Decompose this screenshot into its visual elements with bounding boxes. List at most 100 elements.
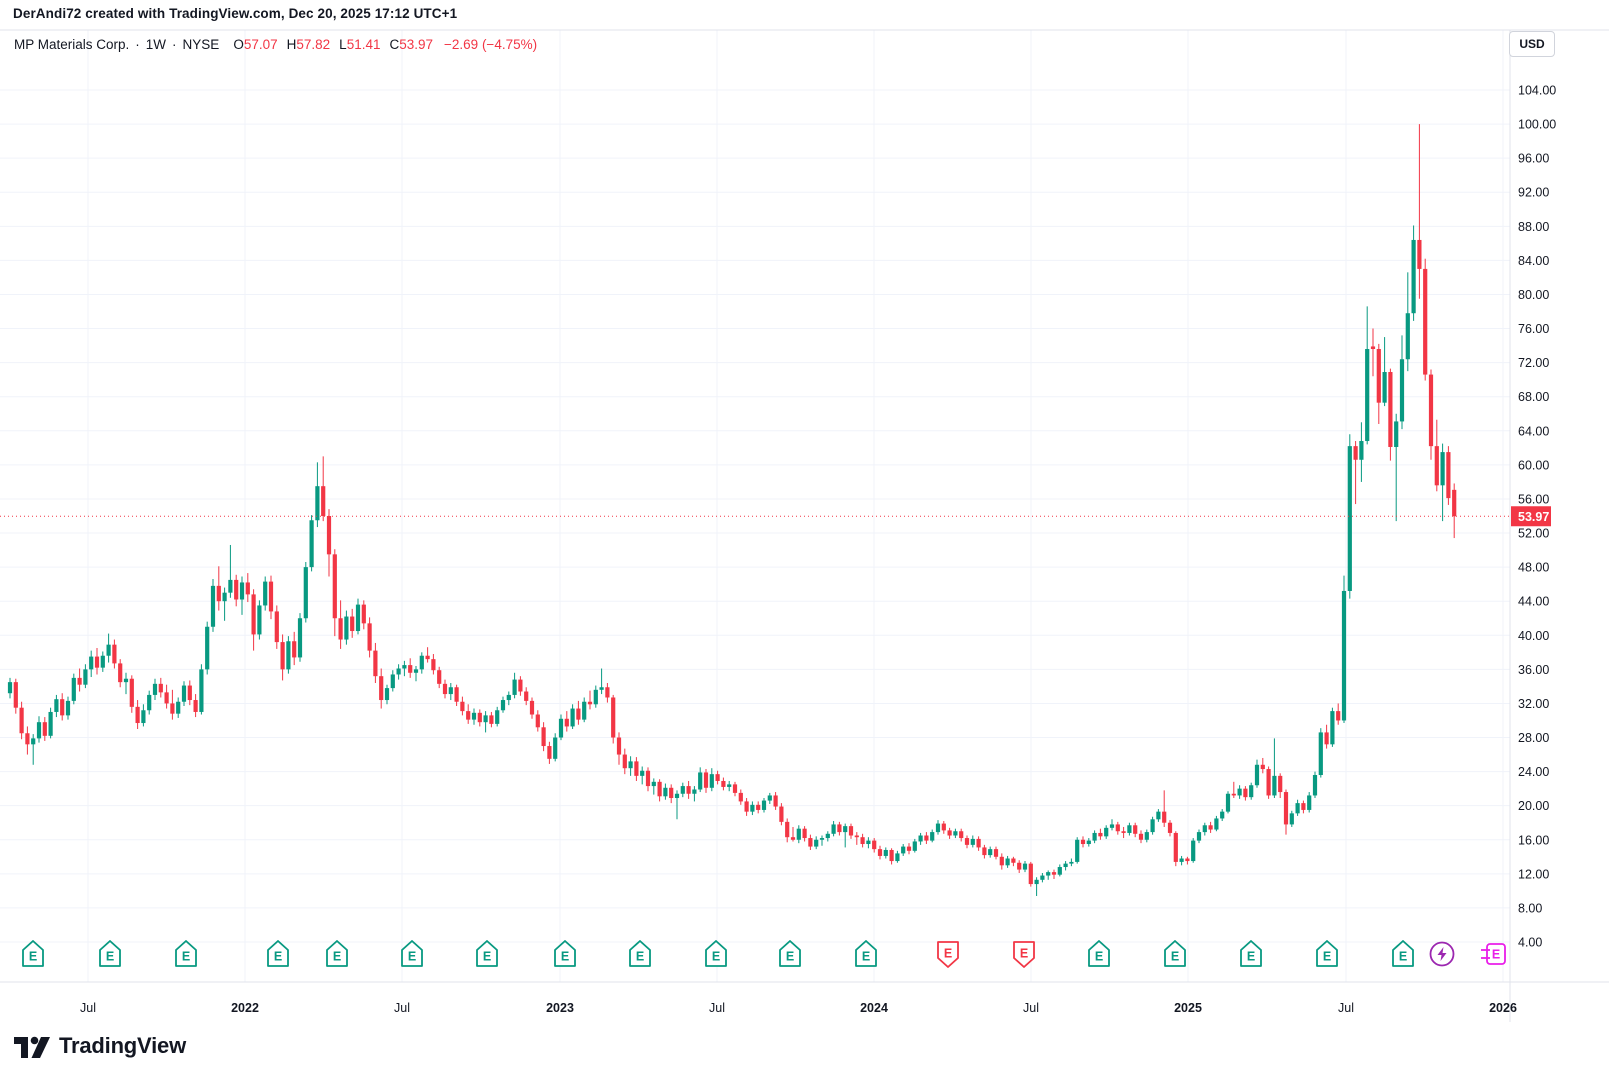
candle-body xyxy=(77,677,82,685)
earnings-marker-up[interactable]: E xyxy=(855,940,877,967)
candle-body xyxy=(831,824,836,834)
time-axis-label: 2022 xyxy=(231,1001,259,1015)
earnings-marker-up[interactable]: E xyxy=(779,940,801,967)
price-axis-label: 44.00 xyxy=(1518,595,1549,609)
earnings-marker-up[interactable]: E xyxy=(1240,940,1262,967)
earnings-marker-up[interactable]: E xyxy=(401,940,423,967)
price-axis-label: 88.00 xyxy=(1518,220,1549,234)
earnings-marker-up[interactable]: E xyxy=(175,940,197,967)
low-label: L xyxy=(339,37,347,52)
candle-body xyxy=(25,733,30,745)
earnings-marker-estimate[interactable]: E xyxy=(1481,943,1506,965)
candle-body xyxy=(42,722,47,736)
candle-body xyxy=(321,486,326,516)
earnings-marker-upcoming[interactable] xyxy=(1429,941,1455,967)
candle-body xyxy=(889,849,894,862)
currency-button[interactable]: USD xyxy=(1509,31,1555,57)
candle-body xyxy=(1365,349,1370,442)
candle-body xyxy=(877,849,883,856)
earnings-marker-up[interactable]: E xyxy=(554,940,576,967)
candles-layer[interactable] xyxy=(7,124,1457,896)
candle-body xyxy=(106,644,111,656)
candle-body xyxy=(448,687,453,695)
candle-body xyxy=(408,665,413,673)
candle-body xyxy=(895,853,900,862)
earnings-marker-down[interactable]: E xyxy=(1013,941,1035,968)
earnings-marker-down[interactable]: E xyxy=(937,941,959,968)
earnings-marker-up[interactable]: E xyxy=(22,940,44,967)
candle-body xyxy=(1109,824,1115,828)
candle-body xyxy=(83,669,88,685)
candle-body xyxy=(234,579,239,600)
earnings-marker-up[interactable]: E xyxy=(705,940,727,967)
watermark-text: DerAndi72 created with TradingView.com, … xyxy=(13,6,458,21)
candle-body xyxy=(274,611,279,643)
symbol-legend[interactable]: MP Materials Corp. · 1W · NYSE O57.07 H5… xyxy=(14,37,537,52)
candle-body xyxy=(1428,374,1434,447)
earnings-marker-up[interactable]: E xyxy=(1392,940,1414,967)
svg-text:53.97: 53.97 xyxy=(1518,510,1549,524)
candle-body xyxy=(1022,863,1028,870)
candle-body xyxy=(1278,775,1283,793)
earnings-badge-letter: E xyxy=(1323,950,1331,964)
symbol-title[interactable]: MP Materials Corp. xyxy=(14,37,130,52)
candle-body xyxy=(808,838,813,847)
candle-body xyxy=(698,772,703,790)
earnings-badge-letter: E xyxy=(408,950,416,964)
candle-body xyxy=(524,691,529,701)
candle-body xyxy=(628,761,633,769)
candle-body xyxy=(129,678,134,707)
candle-body xyxy=(587,701,593,705)
earnings-marker-up[interactable]: E xyxy=(476,940,498,967)
earnings-marker-up[interactable]: E xyxy=(326,940,348,967)
earnings-marker-up[interactable]: E xyxy=(1088,940,1110,967)
earnings-marker-up[interactable]: E xyxy=(629,940,651,967)
candle-body xyxy=(1144,832,1149,840)
tradingview-logo[interactable]: TradingView xyxy=(14,1032,186,1060)
candle-body xyxy=(622,754,627,769)
price-axis-label: 8.00 xyxy=(1518,901,1542,915)
candle-body xyxy=(564,718,569,727)
candle-body xyxy=(1034,879,1039,885)
candle-body xyxy=(1069,861,1074,864)
time-axis-label: Jul xyxy=(1338,1001,1354,1015)
open-value: 57.07 xyxy=(243,37,278,52)
candle-body xyxy=(147,694,152,711)
candle-body xyxy=(727,784,732,787)
candle-body xyxy=(1254,764,1260,786)
price-axis[interactable]: 104.00 100.00 96.00 92.00 88.00 84.00 80.00 76.… xyxy=(1518,84,1556,950)
candle-body xyxy=(599,687,604,690)
candle-body xyxy=(297,618,303,658)
candle-body xyxy=(367,623,372,651)
candle-body xyxy=(19,707,24,734)
candle-body xyxy=(1283,792,1289,825)
candle-body xyxy=(1167,822,1173,833)
time-axis[interactable]: Jul 2022 Jul 2023 Jul 2024 Jul 2025 Jul 2026 xyxy=(80,1001,1517,1015)
earnings-marker-up[interactable]: E xyxy=(99,940,121,967)
earnings-marker-up[interactable]: E xyxy=(1164,940,1186,967)
candle-body xyxy=(379,676,384,701)
candle-body xyxy=(500,700,506,711)
earnings-badge-icon xyxy=(855,940,877,967)
candle-body xyxy=(715,774,720,781)
earnings-marker-up[interactable]: E xyxy=(267,940,289,967)
candle-body xyxy=(512,679,517,695)
candle-body xyxy=(466,711,471,720)
candle-body xyxy=(988,849,993,856)
candle-body xyxy=(582,701,587,720)
candle-body xyxy=(239,582,245,600)
candle-body xyxy=(802,828,807,839)
candle-body xyxy=(796,828,801,840)
candle-body xyxy=(1202,825,1207,833)
candle-body xyxy=(634,761,639,776)
candle-body xyxy=(1185,858,1190,862)
candle-body xyxy=(7,682,13,694)
candle-body xyxy=(257,605,262,635)
candle-body xyxy=(437,670,442,684)
interval-label[interactable]: 1W xyxy=(145,37,167,52)
candle-body xyxy=(251,594,256,635)
earnings-marker-up[interactable]: E xyxy=(1316,940,1338,967)
candle-body xyxy=(303,567,308,619)
change-value: −2.69 (−4.75%) xyxy=(444,37,538,52)
